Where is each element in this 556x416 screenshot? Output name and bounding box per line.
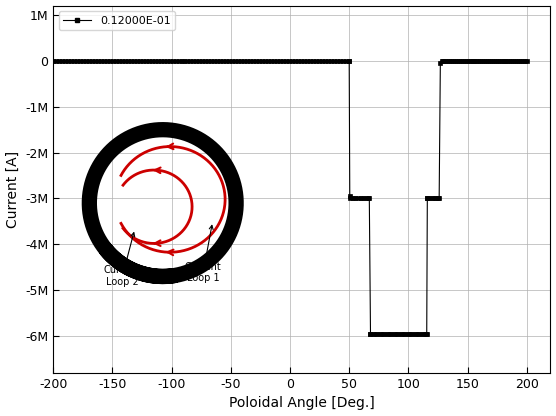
- Legend: 0.12000E-01: 0.12000E-01: [59, 11, 175, 30]
- X-axis label: Poloidal Angle [Deg.]: Poloidal Angle [Deg.]: [229, 396, 375, 411]
- Y-axis label: Current [A]: Current [A]: [6, 151, 19, 228]
